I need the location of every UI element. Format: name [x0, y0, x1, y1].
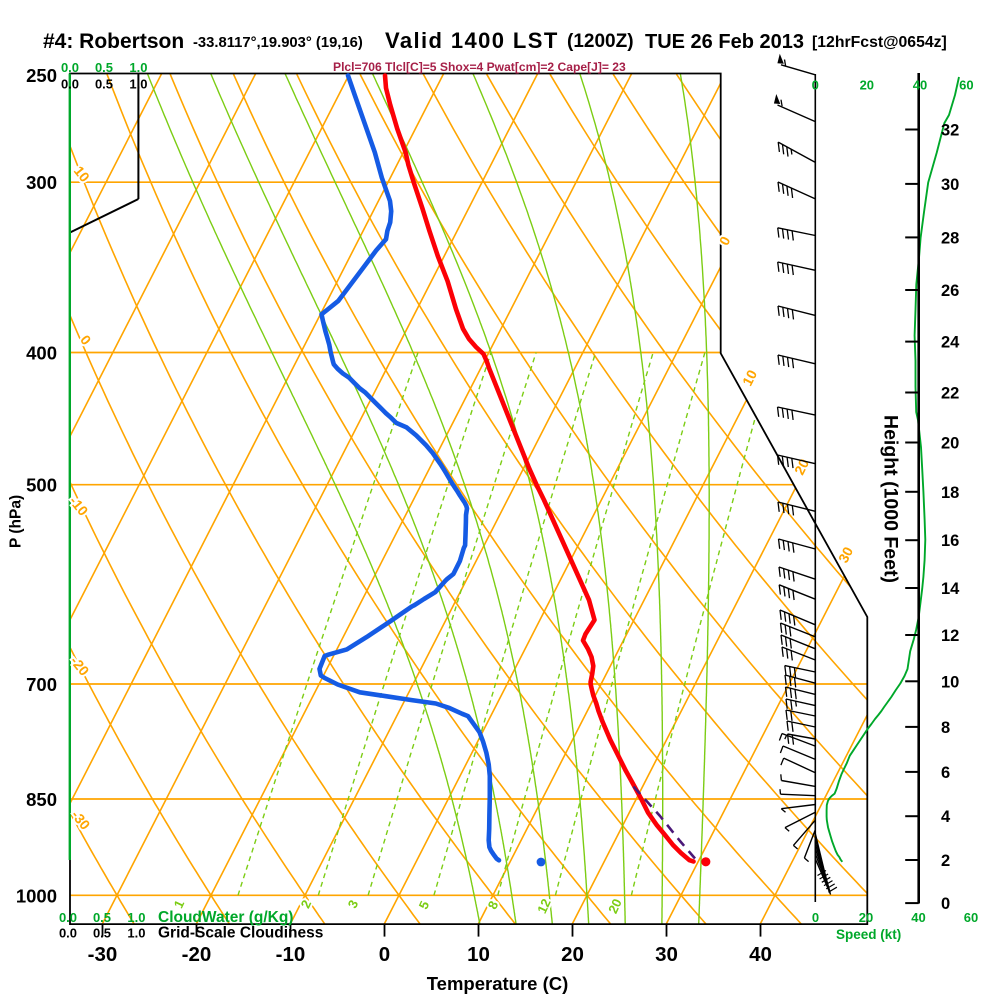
svg-text:Plcl=706 Tlcl[C]=5 Shox=4 Pwat: Plcl=706 Tlcl[C]=5 Shox=4 Pwat[cm]=2 Cap…: [333, 60, 626, 74]
svg-text:32: 32: [941, 122, 959, 140]
svg-text:30: 30: [655, 943, 678, 966]
svg-text:0.0: 0.0: [59, 926, 77, 941]
svg-text:1.0: 1.0: [129, 77, 147, 92]
svg-text:0: 0: [379, 943, 390, 966]
svg-text:-30: -30: [88, 943, 118, 966]
svg-text:Temperature (C): Temperature (C): [427, 973, 569, 994]
svg-text:0: 0: [941, 895, 950, 913]
svg-text:250: 250: [26, 65, 57, 86]
svg-text:300: 300: [26, 172, 57, 193]
svg-text:[12hrFcst@0654z]: [12hrFcst@0654z]: [812, 34, 947, 51]
svg-text:TUE 26 Feb 2013: TUE 26 Feb 2013: [645, 31, 804, 53]
svg-text:20: 20: [859, 910, 873, 925]
svg-text:40: 40: [911, 910, 925, 925]
svg-text:Grid-Scale Cloudiness: Grid-Scale Cloudiness: [158, 925, 323, 942]
svg-text:1.0: 1.0: [127, 910, 145, 925]
svg-text:16: 16: [941, 532, 959, 550]
svg-text:-10: -10: [276, 943, 306, 966]
svg-text:10: 10: [467, 943, 490, 966]
svg-text:10: 10: [941, 673, 959, 691]
svg-text:60: 60: [964, 910, 978, 925]
svg-text:700: 700: [26, 674, 57, 695]
svg-text:4: 4: [941, 808, 951, 826]
svg-text:20: 20: [941, 435, 959, 453]
svg-text:Valid 1400 LST: Valid 1400 LST: [385, 28, 559, 53]
svg-text:-33.8117°,19.903° (19,16): -33.8117°,19.903° (19,16): [193, 35, 363, 51]
svg-text:Speed (kt): Speed (kt): [836, 927, 901, 942]
svg-text:18: 18: [941, 484, 959, 502]
svg-text:500: 500: [26, 475, 57, 496]
svg-text:1.0: 1.0: [127, 926, 145, 941]
svg-text:60: 60: [959, 78, 973, 93]
svg-text:0.5: 0.5: [93, 926, 111, 941]
svg-text:30: 30: [941, 176, 959, 194]
svg-text:2: 2: [941, 852, 950, 870]
svg-text:(1200Z): (1200Z): [567, 31, 634, 52]
svg-text:0.0: 0.0: [59, 910, 77, 925]
svg-text:0: 0: [812, 910, 819, 925]
svg-text:8: 8: [941, 719, 950, 737]
svg-text:1000: 1000: [16, 885, 57, 906]
svg-text:0.0: 0.0: [61, 77, 79, 92]
svg-text:0.0: 0.0: [61, 60, 79, 75]
svg-text:0.5: 0.5: [93, 910, 111, 925]
svg-text:0.5: 0.5: [95, 77, 113, 92]
svg-text:12: 12: [941, 627, 959, 645]
svg-text:1.0: 1.0: [129, 60, 147, 75]
svg-text:0: 0: [812, 78, 819, 93]
svg-text:28: 28: [941, 229, 959, 247]
svg-text:#4: Robertson: #4: Robertson: [43, 30, 184, 53]
svg-text:26: 26: [941, 282, 959, 300]
svg-text:20: 20: [860, 78, 874, 93]
svg-text:CloudWater (g/Kg): CloudWater (g/Kg): [158, 909, 293, 926]
svg-text:P (hPa): P (hPa): [8, 495, 25, 548]
svg-text:22: 22: [941, 385, 959, 403]
svg-text:24: 24: [941, 334, 960, 352]
svg-text:850: 850: [26, 789, 57, 810]
svg-text:400: 400: [26, 343, 57, 364]
svg-text:Height (1000 Feet): Height (1000 Feet): [880, 415, 902, 583]
svg-text:0.5: 0.5: [95, 60, 113, 75]
svg-text:6: 6: [941, 764, 950, 782]
svg-text:14: 14: [941, 580, 960, 598]
svg-text:20: 20: [561, 943, 584, 966]
svg-text:-20: -20: [182, 943, 212, 966]
svg-text:40: 40: [749, 943, 772, 966]
svg-text:40: 40: [913, 78, 927, 93]
